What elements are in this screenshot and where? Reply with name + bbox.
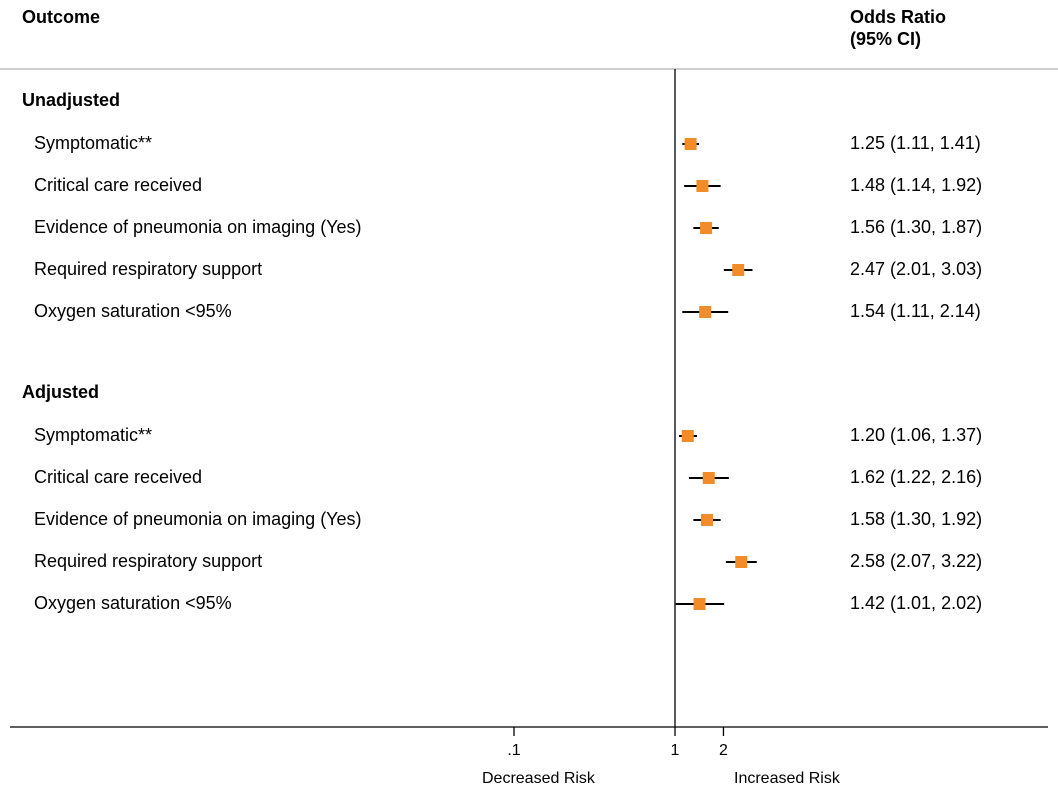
group-heading: Adjusted	[22, 382, 100, 402]
odds-ratio-marker	[693, 598, 706, 610]
row-label: Oxygen saturation <95%	[34, 593, 232, 613]
odds-ratio-marker	[700, 514, 713, 526]
row-label: Critical care received	[34, 467, 203, 487]
odds-ratio-marker	[702, 472, 715, 484]
decreased-risk-label: Decreased Risk	[482, 770, 595, 787]
column-header-odds-ratio-line2: (95% CI)	[850, 29, 922, 49]
row-odds-ratio-text: 1.54 (1.11, 2.14)	[850, 301, 981, 321]
odds-ratio-marker	[684, 138, 697, 150]
column-header-odds-ratio-line1: Odds Ratio	[850, 7, 947, 27]
row-odds-ratio-text: 1.56 (1.30, 1.87)	[850, 217, 983, 237]
x-tick-label: 2	[719, 742, 728, 759]
row-label: Oxygen saturation <95%	[34, 301, 232, 321]
x-tick-label: 1	[670, 742, 680, 759]
column-header-odds-ratio: Odds Ratio (95% CI)	[850, 6, 946, 50]
row-odds-ratio-text: 1.48 (1.14, 1.92)	[850, 175, 983, 195]
row-odds-ratio-text: 2.58 (2.07, 3.22)	[850, 551, 983, 571]
row-label: Evidence of pneumonia on imaging (Yes)	[34, 217, 362, 237]
odds-ratio-marker	[681, 430, 694, 442]
odds-ratio-marker	[732, 264, 745, 276]
row-label: Critical care received	[34, 175, 203, 195]
odds-ratio-marker	[696, 180, 709, 192]
column-header-outcome: Outcome	[22, 7, 101, 27]
row-label: Required respiratory support	[34, 259, 263, 279]
row-odds-ratio-text: 1.25 (1.11, 1.41)	[850, 133, 981, 153]
header-separator	[0, 68, 1058, 70]
row-odds-ratio-text: 1.42 (1.01, 2.02)	[850, 593, 983, 613]
odds-ratio-marker	[700, 222, 713, 234]
row-odds-ratio-text: 1.62 (1.22, 2.16)	[850, 467, 983, 487]
row-odds-ratio-text: 1.20 (1.06, 1.37)	[850, 425, 983, 445]
group-heading: Unadjusted	[22, 90, 121, 110]
odds-ratio-marker	[735, 556, 748, 568]
row-label: Required respiratory support	[34, 551, 263, 571]
row-odds-ratio-text: 2.47 (2.01, 3.03)	[850, 259, 983, 279]
row-label: Symptomatic**	[34, 133, 153, 153]
row-label: Evidence of pneumonia on imaging (Yes)	[34, 509, 362, 529]
odds-ratio-marker	[699, 306, 712, 318]
row-label: Symptomatic**	[34, 425, 153, 445]
x-tick-label: .1	[507, 742, 521, 759]
increased-risk-label: Increased Risk	[734, 770, 840, 787]
row-odds-ratio-text: 1.58 (1.30, 1.92)	[850, 509, 983, 529]
